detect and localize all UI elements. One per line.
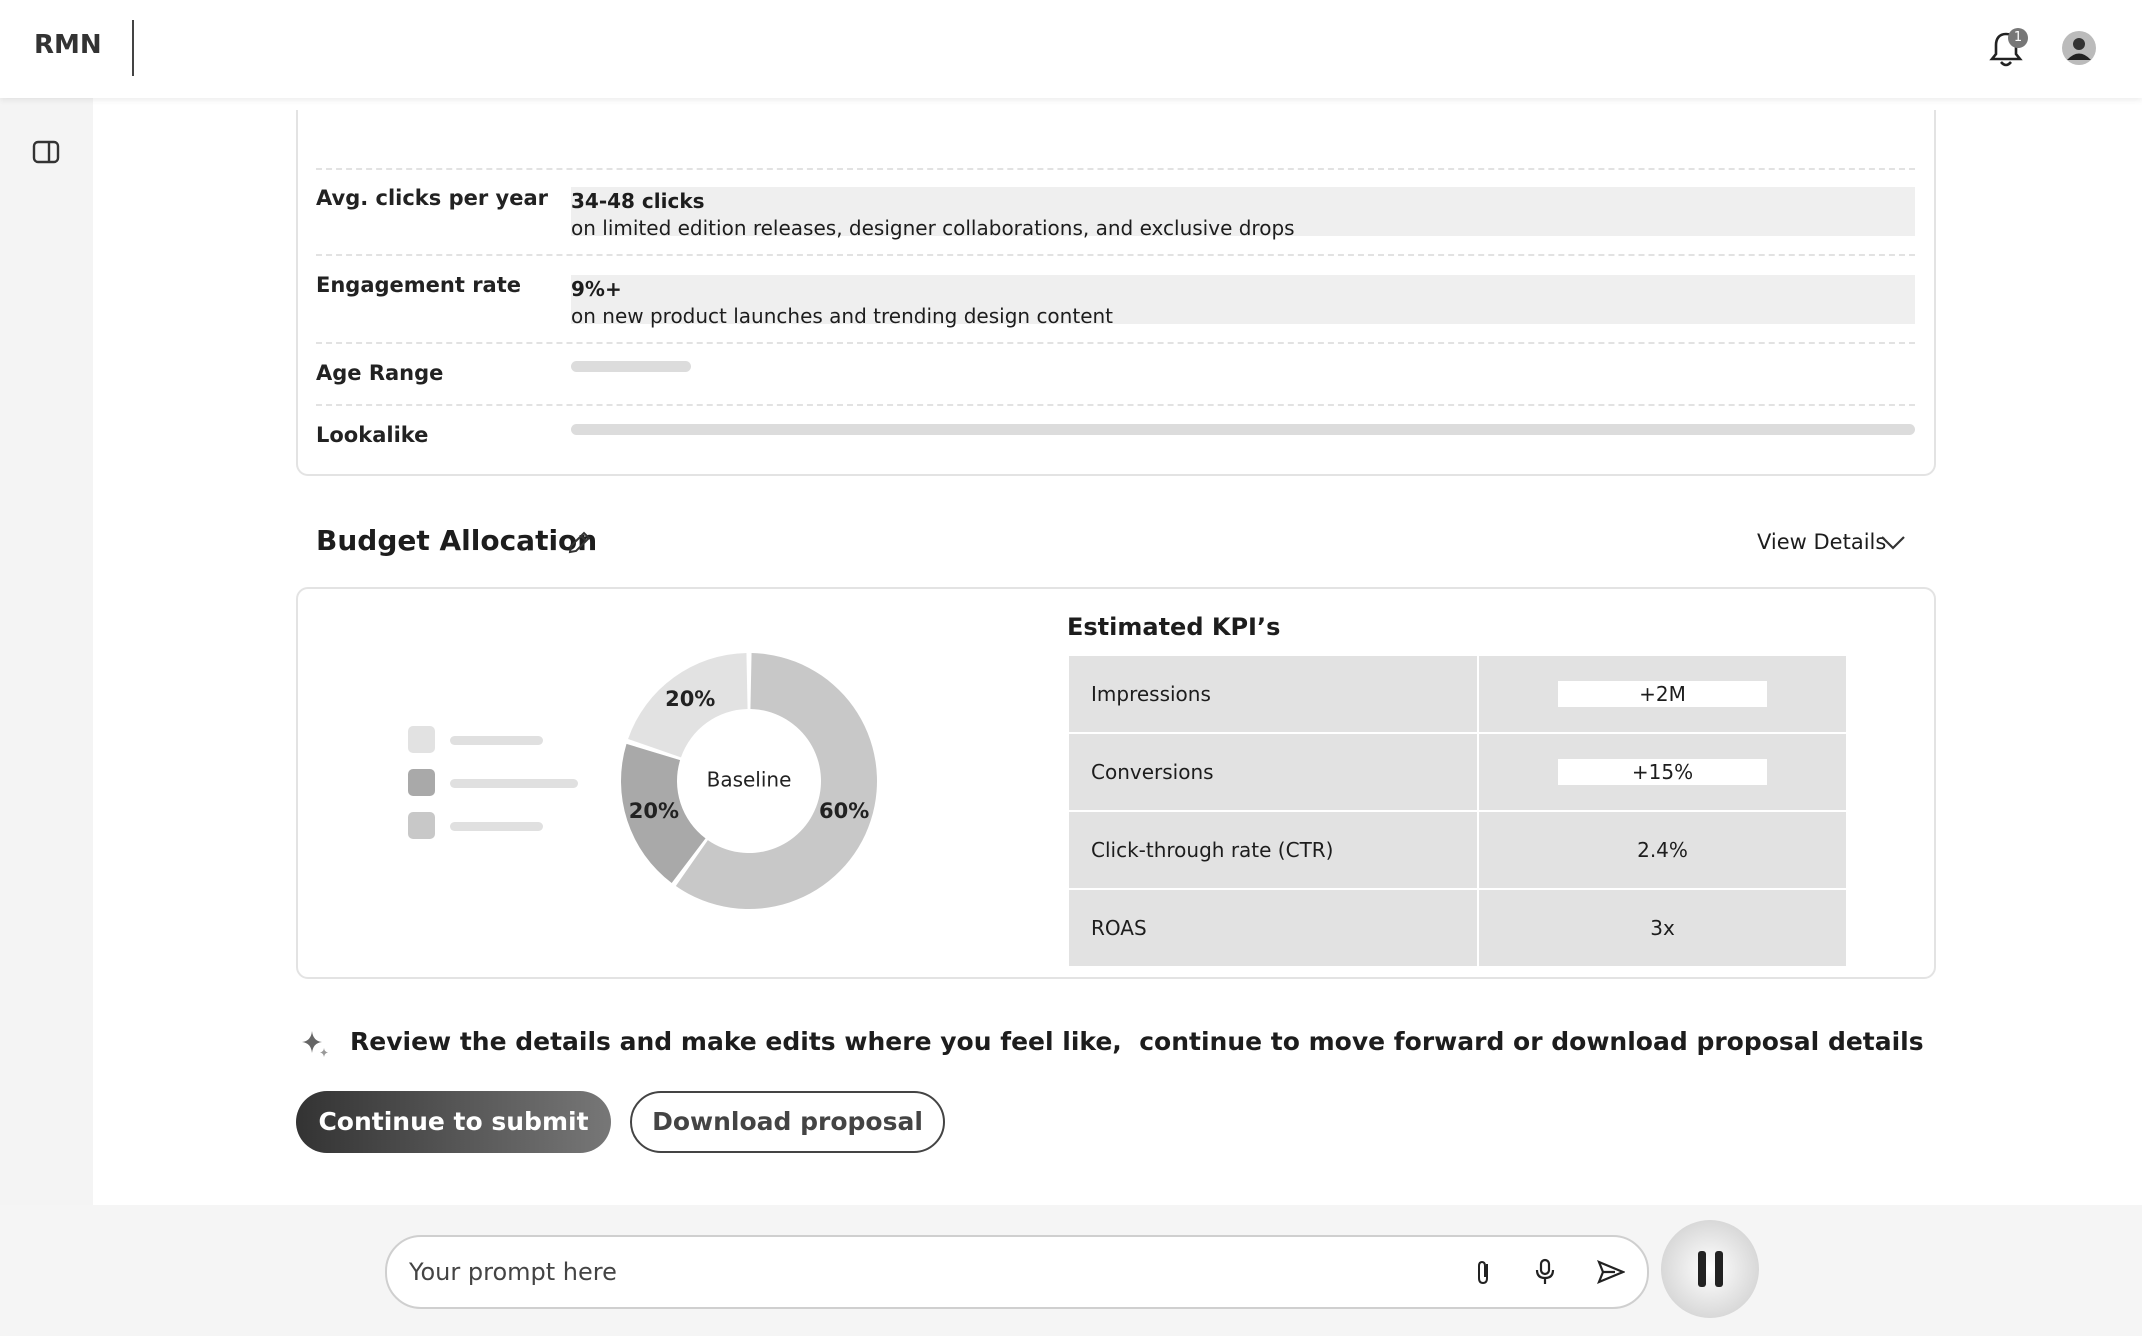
kpi-label: Conversions [1067, 732, 1479, 812]
legend-swatch [408, 726, 435, 753]
prompt-input[interactable]: Your prompt here [385, 1235, 1649, 1309]
kpi-label: Click-through rate (CTR) [1067, 810, 1479, 890]
top-bar: RMN 1 [0, 0, 2142, 98]
kpi-row: Click-through rate (CTR) 2.4% [1067, 810, 1848, 890]
sidebar-toggle[interactable] [32, 140, 60, 164]
loading-bar [571, 361, 691, 372]
donut-segment [628, 653, 748, 758]
segment-label: 20% [665, 687, 715, 711]
donut-segment [621, 743, 706, 884]
download-button[interactable]: Download proposal [630, 1091, 945, 1153]
divider [132, 20, 134, 76]
legend-swatch [408, 812, 435, 839]
row-divider [316, 168, 1915, 170]
pause-button[interactable] [1660, 1219, 1760, 1319]
row-label: Avg. clicks per year [316, 186, 548, 210]
row-value: 34-48 clicks on limited edition releases,… [571, 187, 1915, 240]
row-label: Engagement rate [316, 273, 522, 297]
kpi-value: +15% [1558, 759, 1767, 785]
legend-placeholder [450, 779, 578, 788]
composer-actions[interactable] [1475, 1257, 1625, 1287]
view-details[interactable]: View Details [1757, 530, 1887, 554]
logo[interactable]: RMN [34, 30, 102, 60]
kpi-label: Impressions [1067, 654, 1479, 734]
kpi-cell: +2M [1477, 654, 1848, 734]
value-title: 34-48 clicks [571, 189, 705, 213]
kpi-label: ROAS [1067, 888, 1479, 968]
kpi-table: Impressions +2M Conversions +15% Click-thr… [1067, 654, 1848, 968]
notification-badge: 1 [2008, 28, 2028, 48]
sparkle-icon [302, 1031, 328, 1057]
legend-swatch [408, 769, 435, 796]
kpi-value: 2.4% [1477, 810, 1848, 890]
input-placeholder: Your prompt here [409, 1258, 617, 1286]
kpi-row: Impressions +2M [1067, 654, 1848, 734]
kpi-title: Estimated KPI’s [1067, 613, 1281, 641]
section-title: Budget Allocation [316, 524, 598, 557]
segment-label: 60% [819, 799, 869, 823]
value-detail: on new product launches and trending des… [571, 304, 1114, 328]
donut-chart: 60% 20% 20% Baseline [408, 653, 877, 909]
row-divider [316, 404, 1915, 406]
row-label: Lookalike [316, 423, 429, 447]
legend-placeholder [450, 736, 543, 745]
row-value: 9%+ on new product launches and trending … [571, 275, 1915, 328]
row-label: Age Range [316, 361, 444, 385]
kpi-row: ROAS 3x [1067, 888, 1848, 968]
value-title: 9%+ [571, 277, 622, 301]
row-divider [316, 342, 1915, 344]
legend-placeholder [450, 822, 543, 831]
kpi-cell: +15% [1477, 732, 1848, 812]
assistant-message: Review the details and make edits where … [350, 1027, 1924, 1056]
segment-label: 20% [629, 799, 679, 823]
sidebar [0, 98, 93, 1205]
edit-icon[interactable] [566, 530, 592, 556]
row-divider [316, 254, 1915, 256]
kpi-value: 3x [1477, 888, 1848, 968]
center-label: Baseline [707, 768, 792, 792]
avatar[interactable] [2062, 31, 2096, 65]
continue-button[interactable]: Continue to submit [296, 1091, 611, 1153]
value-detail: on limited edition releases, designer co… [571, 216, 1295, 240]
kpi-value: +2M [1558, 681, 1767, 707]
loading-bar [571, 424, 1915, 435]
chevron-down[interactable] [1880, 533, 1906, 551]
donut-segment [675, 653, 877, 909]
kpi-row: Conversions +15% [1067, 732, 1848, 812]
